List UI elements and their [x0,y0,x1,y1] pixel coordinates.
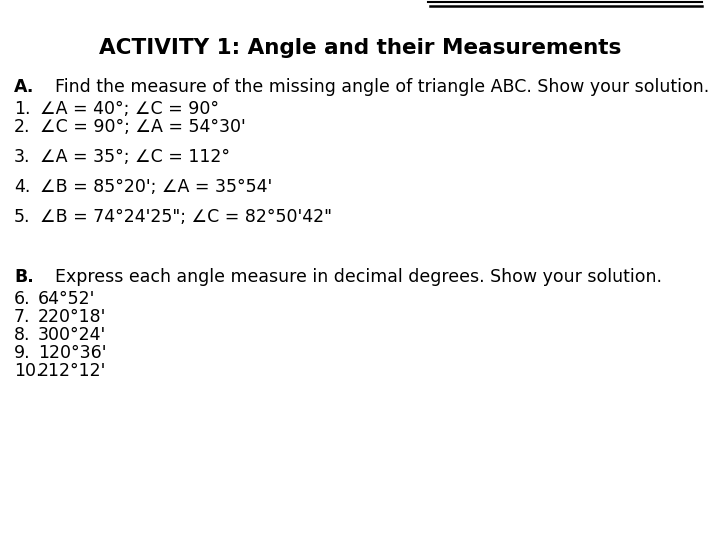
Text: ACTIVITY 1: Angle and their Measurements: ACTIVITY 1: Angle and their Measurements [99,38,621,58]
Text: 7.: 7. [14,308,30,326]
Text: 9.: 9. [14,344,31,362]
Text: ∠A = 35°; ∠C = 112°: ∠A = 35°; ∠C = 112° [40,148,230,166]
Text: 4.: 4. [14,178,30,196]
Text: A.: A. [14,78,35,96]
Text: Find the measure of the missing angle of triangle ABC. Show your solution.: Find the measure of the missing angle of… [55,78,709,96]
Text: 120°36': 120°36' [38,344,107,362]
Text: 10.: 10. [14,362,42,380]
Text: 220°18': 220°18' [38,308,107,326]
Text: 8.: 8. [14,326,30,344]
Text: 300°24': 300°24' [38,326,107,344]
Text: ∠A = 40°; ∠C = 90°: ∠A = 40°; ∠C = 90° [40,100,219,118]
Text: 212°12': 212°12' [38,362,107,380]
Text: 3.: 3. [14,148,30,166]
Text: 5.: 5. [14,208,30,226]
Text: B.: B. [14,268,34,286]
Text: Express each angle measure in decimal degrees. Show your solution.: Express each angle measure in decimal de… [55,268,662,286]
Text: ∠C = 90°; ∠A = 54°30': ∠C = 90°; ∠A = 54°30' [40,118,246,136]
Text: 6.: 6. [14,290,31,308]
Text: 64°52': 64°52' [38,290,95,308]
Text: 1.: 1. [14,100,30,118]
Text: ∠B = 74°24'25"; ∠C = 82°50'42": ∠B = 74°24'25"; ∠C = 82°50'42" [40,208,332,226]
Text: 2.: 2. [14,118,30,136]
Text: ∠B = 85°20'; ∠A = 35°54': ∠B = 85°20'; ∠A = 35°54' [40,178,272,196]
